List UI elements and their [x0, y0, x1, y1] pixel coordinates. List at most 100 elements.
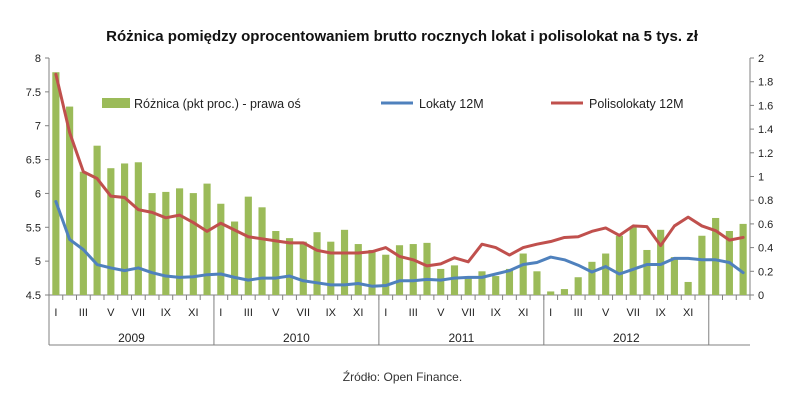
y-left-tick-label: 7: [35, 121, 41, 133]
y-right-tick-label: 1.8: [758, 77, 773, 89]
month-label: XI: [518, 307, 528, 319]
bar-roznica: [52, 72, 60, 295]
bar-roznica: [272, 231, 280, 295]
y-right-tick-label: 1.4: [758, 124, 773, 136]
legend-label-lokaty: Lokaty 12M: [419, 97, 484, 111]
bar-roznica: [299, 241, 307, 295]
month-label: III: [409, 307, 418, 319]
bar-roznica: [505, 268, 514, 295]
bar-roznica: [148, 193, 156, 295]
month-label: V: [107, 307, 115, 319]
y-left-tick-label: 6.5: [26, 155, 41, 167]
y-left-tick-label: 5.5: [26, 222, 41, 234]
month-label: I: [54, 307, 57, 319]
year-label: 2011: [448, 331, 474, 345]
month-label: IX: [491, 307, 502, 319]
line-polisolokaty-12m: [54, 72, 745, 268]
y-left-tick-label: 8: [35, 53, 41, 65]
bar-roznica: [588, 261, 596, 295]
bar-roznica: [340, 229, 349, 295]
bar-roznica: [313, 232, 321, 295]
bar-roznica: [547, 291, 555, 295]
bar-roznica: [285, 238, 294, 295]
bar-roznica: [93, 145, 101, 295]
bar-roznica: [657, 229, 665, 295]
bar-roznica: [217, 203, 225, 295]
y-right-tick-label: 0.2: [758, 266, 773, 278]
bar-roznica: [189, 193, 197, 295]
y-left-tick-label: 7.5: [26, 87, 41, 99]
bar-roznica: [560, 289, 569, 295]
bar-roznica: [79, 171, 87, 295]
y-right-tick-label: 0.4: [758, 243, 773, 255]
bar-roznica: [244, 196, 252, 295]
line-lokaty-12m: [54, 200, 745, 288]
bar-roznica: [382, 254, 390, 295]
bar-roznica: [395, 245, 404, 295]
chart-title: Różnica pomiędzy oprocentowaniem brutto …: [106, 28, 699, 45]
bar-roznica: [712, 217, 720, 295]
y-right-tick-label: 1: [758, 172, 764, 184]
lines-layer: [54, 72, 745, 288]
month-label: III: [79, 307, 88, 319]
y-right-tick-label: 0.6: [758, 219, 773, 231]
bar-roznica: [533, 271, 541, 295]
legend-swatch-bars: [102, 98, 130, 108]
month-label: VII: [626, 307, 639, 319]
bar-roznica: [492, 276, 500, 295]
y-right-tick-label: 1.2: [758, 148, 773, 160]
year-label: 2010: [283, 331, 310, 345]
month-label: IX: [655, 307, 666, 319]
bar-roznica: [615, 235, 623, 295]
month-label: V: [437, 307, 445, 319]
month-label: VII: [462, 307, 475, 319]
month-label: VII: [297, 307, 310, 319]
bar-roznica: [602, 253, 610, 295]
legend-label-polisolokaty: Polisolokaty 12M: [589, 97, 684, 111]
bar-roznica: [698, 235, 706, 295]
bar-roznica: [519, 253, 527, 295]
bar-roznica: [423, 242, 431, 295]
month-label: V: [272, 307, 280, 319]
bar-roznica: [739, 223, 747, 295]
axes-layer: 4.5 5 5.5 6 6.5 7 7.5 8 0 0.2 0.4 0.6 0.8 1 1.2 1.4 1.6 1…: [26, 53, 773, 346]
y-right-tick-label: 1.6: [758, 100, 773, 112]
year-label: 2012: [613, 331, 640, 345]
bar-roznica: [368, 249, 376, 295]
bar-roznica: [134, 162, 142, 295]
month-label: I: [384, 307, 387, 319]
bar-roznica: [629, 227, 637, 295]
y-left-tick-label: 6: [35, 188, 41, 200]
month-label: IX: [161, 307, 172, 319]
bar-roznica: [121, 163, 129, 295]
bar-roznica: [409, 244, 417, 295]
bar-roznica: [670, 257, 678, 295]
bar-roznica: [684, 281, 692, 295]
bar-roznica: [450, 265, 459, 296]
bar-roznica: [464, 278, 472, 295]
bar-roznica: [354, 244, 362, 295]
y-right-tick-label: 0.8: [758, 195, 773, 207]
bar-roznica: [437, 268, 445, 295]
y-right-tick-label: 2: [758, 53, 764, 65]
month-label: XI: [683, 307, 693, 319]
bar-roznica: [176, 188, 184, 295]
month-label: XI: [353, 307, 363, 319]
bar-roznica: [478, 271, 486, 295]
source-note: Źródło: Open Finance.: [342, 370, 463, 384]
bar-roznica: [574, 277, 582, 295]
bar-roznica: [66, 106, 74, 295]
bar-roznica: [643, 249, 651, 295]
bar-roznica: [327, 241, 335, 295]
bar-roznica: [258, 207, 266, 295]
month-label: XI: [188, 307, 198, 319]
legend: Różnica (pkt proc.) - prawa oś Lokaty 12…: [102, 97, 684, 111]
month-label: III: [574, 307, 583, 319]
month-label: I: [549, 307, 552, 319]
month-label: I: [219, 307, 222, 319]
year-label: 2009: [118, 331, 145, 345]
month-label: IX: [326, 307, 337, 319]
y-right-tick-label: 0: [758, 290, 764, 302]
